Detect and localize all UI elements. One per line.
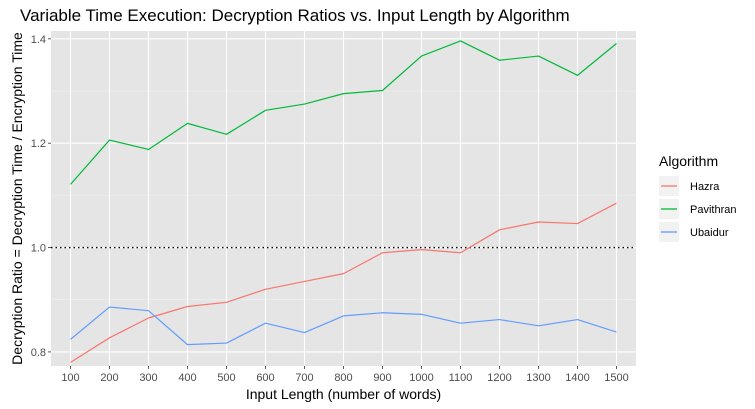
legend-label-hazra: Hazra xyxy=(690,181,720,193)
chart-title: Variable Time Execution: Decryption Rati… xyxy=(20,6,570,25)
series-layer xyxy=(70,40,617,363)
x-tick-label: 100 xyxy=(61,372,79,384)
legend: Algorithm Hazra Pavithran Ubaidur xyxy=(659,153,736,242)
x-tick-label: 1400 xyxy=(565,372,589,384)
y-tick-label: 1.4 xyxy=(31,34,46,46)
x-tick-label: 1200 xyxy=(487,372,511,384)
x-tick-label: 900 xyxy=(373,372,391,384)
y-tick-label: 1.0 xyxy=(31,243,46,255)
x-tick-label: 300 xyxy=(139,372,157,384)
legend-label-pavithran: Pavithran xyxy=(690,204,736,216)
x-tick-label: 600 xyxy=(256,372,274,384)
x-tick-label: 400 xyxy=(178,372,196,384)
y-axis: 0.8 1.0 1.2 1.4 xyxy=(31,34,51,359)
y-axis-title: Decryption Ratio = Decryption Time / Enc… xyxy=(9,32,25,365)
legend-title: Algorithm xyxy=(659,153,718,169)
x-axis: 100 200 300 400 500 600 700 800 900 1000 1100 1200 1… xyxy=(61,366,629,384)
series-line-hazra xyxy=(70,202,617,363)
series-line-ubaidur xyxy=(70,306,617,346)
x-tick-label: 1500 xyxy=(604,372,628,384)
x-axis-title: Input Length (number of words) xyxy=(246,386,441,402)
legend-label-ubaidur: Ubaidur xyxy=(690,227,729,239)
x-tick-label: 1300 xyxy=(526,372,550,384)
x-tick-label: 700 xyxy=(295,372,313,384)
x-tick-label: 1000 xyxy=(409,372,433,384)
x-tick-label: 200 xyxy=(100,372,118,384)
y-tick-label: 0.8 xyxy=(31,347,46,359)
x-tick-label: 800 xyxy=(334,372,352,384)
grid-major xyxy=(51,31,636,366)
x-tick-label: 1100 xyxy=(449,372,473,384)
x-tick-label: 500 xyxy=(217,372,235,384)
y-tick-label: 1.2 xyxy=(31,138,46,150)
series-line-pavithran xyxy=(70,40,617,185)
